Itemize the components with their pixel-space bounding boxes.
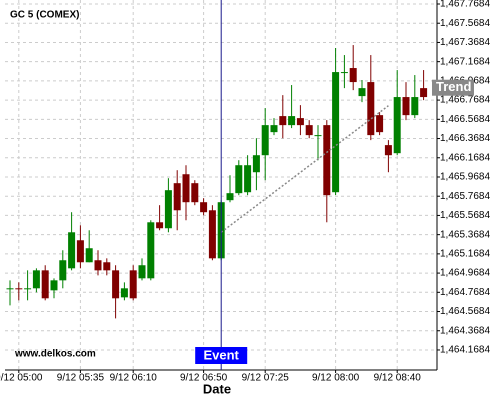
candle-body: [288, 116, 296, 126]
candle-body: [138, 265, 146, 279]
candle-body: [147, 222, 155, 279]
candle-body: [296, 118, 304, 126]
y-tick-label: 1,464.1684: [440, 345, 490, 356]
x-tick-label: 9/12 05:35: [57, 373, 105, 384]
event-label-box: [195, 347, 248, 364]
candle-body: [411, 97, 419, 116]
candle-body: [314, 135, 322, 137]
y-tick-label: 1,466.3684: [440, 133, 490, 144]
x-tick-label: 9/12 06:10: [110, 373, 158, 384]
chart-title: GC 5 (COMEX): [10, 10, 79, 21]
candle-body: [349, 68, 357, 83]
candle-body: [279, 116, 287, 126]
candle-body: [252, 155, 260, 173]
y-tick-label: 1,464.9684: [440, 268, 490, 279]
candle-body: [68, 232, 76, 269]
y-tick-label: 1,467.3684: [440, 37, 490, 48]
candle-body: [173, 183, 181, 211]
candle-body: [323, 125, 331, 196]
y-tick-label: 1,466.7684: [440, 95, 490, 106]
y-tick-label: 1,465.5684: [440, 210, 490, 221]
candle-body: [191, 183, 199, 203]
candle-body: [420, 88, 428, 98]
y-tick-label: 1,465.3684: [440, 229, 490, 240]
y-tick-label: 1,465.9684: [440, 172, 490, 183]
trend-label-box: [432, 79, 474, 96]
candle-body: [376, 115, 384, 133]
event-label: Event: [203, 347, 239, 362]
candle-body: [24, 288, 32, 290]
y-tick-label: 1,464.3684: [440, 325, 490, 336]
candle-body: [76, 240, 84, 263]
y-tick-label: 1,465.1684: [440, 249, 490, 260]
candle-body: [32, 270, 40, 289]
y-tick-label: 1,464.5684: [440, 306, 490, 317]
x-tick-label: 9/12 08:40: [374, 373, 422, 384]
candle-body: [367, 82, 375, 136]
candle-body: [305, 125, 313, 136]
candle-body: [120, 288, 128, 298]
candle-body: [112, 270, 120, 299]
candle-body: [226, 193, 234, 201]
candle-body: [200, 202, 208, 213]
candle-body: [103, 262, 111, 271]
candle-body: [94, 260, 102, 271]
candle-body: [261, 125, 269, 156]
trend-label: Trend: [436, 79, 471, 94]
candle-body: [270, 125, 278, 133]
y-tick-label: 1,464.7684: [440, 287, 490, 298]
candle-body: [129, 270, 137, 299]
candle-body: [50, 280, 58, 291]
y-tick-label: 1,466.5684: [440, 114, 490, 125]
candle-body: [402, 97, 410, 116]
candle-body: [235, 165, 243, 194]
y-tick-label: 1,467.1684: [440, 56, 490, 67]
candle-body: [156, 222, 164, 229]
x-tick-label: 9/12 08:00: [312, 373, 360, 384]
candle-body: [6, 288, 14, 290]
candle-body: [41, 270, 49, 299]
candle-body: [244, 165, 252, 193]
candle-body: [164, 190, 172, 229]
candle-body: [15, 288, 23, 290]
y-tick-label: 1,466.1684: [440, 152, 490, 163]
trend-line: [220, 105, 389, 233]
marks: [6, 45, 428, 319]
candle-body: [332, 72, 340, 193]
x-tick-label: 9/12 07:25: [242, 373, 290, 384]
x-axis-label: Date: [203, 381, 231, 396]
y-tick-label: 1,465.7684: [440, 191, 490, 202]
candle-body: [182, 174, 190, 203]
candle-body: [393, 97, 401, 154]
x-tick-label: 9/12 06:50: [180, 373, 228, 384]
candle-body: [208, 210, 216, 259]
candle-body: [59, 260, 67, 281]
x-tick-label: 9/12 05:00: [0, 373, 43, 384]
candle-body: [384, 145, 392, 156]
y-tick-label: 1,467.5684: [440, 18, 490, 29]
y-tick-label: 1,467.7684: [440, 0, 490, 10]
watermark: www.delkos.com: [14, 349, 96, 360]
candle-body: [358, 88, 366, 97]
candle-body: [85, 248, 93, 263]
candle-body: [340, 72, 348, 74]
